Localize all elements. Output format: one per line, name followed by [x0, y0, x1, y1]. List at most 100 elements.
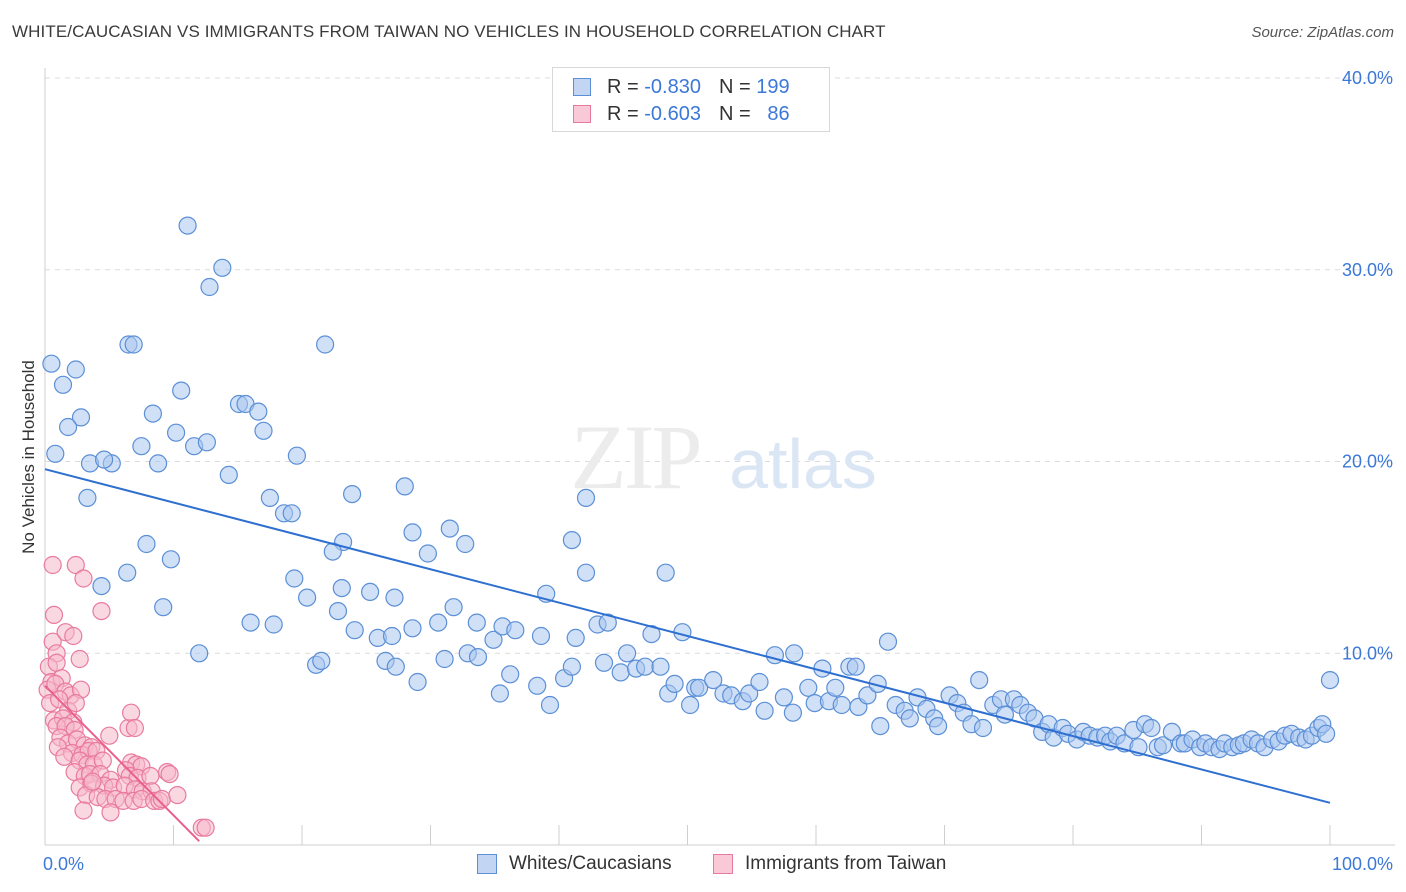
- whites-point: [1142, 718, 1161, 738]
- whites-point: [172, 381, 191, 400]
- tick-labels: 10.0% 20.0% 30.0% 40.0% 0.0% 100.0%: [43, 68, 1393, 874]
- whites-point: [900, 709, 919, 728]
- whites-point: [665, 674, 684, 694]
- whites-point: [594, 653, 614, 672]
- whites-point: [149, 454, 168, 473]
- taiwan-point: [44, 605, 64, 625]
- whites-point: [444, 598, 463, 617]
- whites-point: [124, 335, 143, 354]
- taiwan-point: [70, 649, 89, 669]
- whites-point: [440, 519, 459, 538]
- whites-point: [490, 684, 509, 703]
- whites-point: [656, 563, 675, 582]
- taiwan-point: [122, 703, 141, 722]
- whites-point: [642, 624, 661, 644]
- whites-point: [635, 657, 655, 676]
- taiwan-point: [141, 766, 160, 786]
- legend-r-value: -0.830: [644, 75, 701, 98]
- y-tick-label: 40.0%: [1342, 68, 1393, 88]
- x-tick-label: 0.0%: [43, 854, 84, 874]
- watermark-zip: ZIP: [571, 406, 700, 508]
- whites-point: [395, 477, 414, 496]
- gridlines: [45, 77, 1395, 654]
- whites-point: [298, 588, 317, 607]
- legend-swatch-blue: [477, 854, 497, 874]
- whites-point: [435, 649, 454, 669]
- whites-point: [408, 672, 427, 692]
- whites-point: [249, 402, 268, 421]
- whites-point: [282, 504, 301, 523]
- whites-point: [970, 670, 989, 690]
- legend-row-whites: R = -0.830 N = 199: [573, 75, 790, 99]
- whites-point: [161, 550, 180, 569]
- watermark-atlas: atlas: [729, 425, 877, 503]
- taiwan-point: [43, 555, 62, 575]
- whites-point: [219, 465, 238, 484]
- taiwan-point: [64, 626, 83, 646]
- whites-point: [576, 563, 596, 582]
- whites-point: [53, 375, 73, 394]
- y-tick-label: 20.0%: [1342, 452, 1393, 472]
- whites-point: [254, 421, 273, 440]
- whites-point: [332, 578, 351, 598]
- whites-point: [531, 626, 551, 646]
- taiwan-point: [168, 785, 187, 805]
- whites-point: [343, 485, 362, 504]
- correlation-legend: R = -0.830 N = 199 R = -0.603 N = 86: [552, 67, 830, 132]
- whites-point: [562, 530, 582, 550]
- whites-point: [467, 613, 486, 632]
- whites-point: [858, 686, 877, 705]
- whites-point: [143, 404, 162, 423]
- whites-point: [167, 423, 186, 442]
- legend-n-label: N =: [718, 75, 751, 98]
- whites-point: [118, 563, 137, 582]
- whites-point: [316, 335, 335, 354]
- taiwan-point: [74, 569, 93, 588]
- series-taiwan-points: [38, 555, 215, 837]
- whites-point: [178, 216, 197, 235]
- whites-point: [501, 665, 520, 684]
- whites-point: [66, 360, 85, 379]
- whites-point: [704, 670, 723, 690]
- whites-point: [871, 716, 890, 736]
- whites-point: [46, 444, 65, 463]
- y-tick-label: 10.0%: [1342, 643, 1393, 663]
- whites-point: [799, 678, 818, 697]
- legend-item-whites: Whites/Caucasians: [477, 851, 672, 877]
- whites-point: [1153, 736, 1173, 755]
- whites-point: [468, 647, 488, 667]
- taiwan-point: [83, 772, 102, 791]
- whites-point: [345, 621, 364, 640]
- whites-point: [71, 408, 91, 427]
- taiwan-point: [55, 747, 74, 766]
- whites-point: [260, 488, 279, 507]
- whites-point: [506, 621, 525, 640]
- whites-point: [385, 588, 404, 607]
- whites-point: [154, 598, 173, 617]
- whites-point: [197, 433, 216, 452]
- whites-point: [264, 615, 283, 634]
- legend-r-label: R =: [607, 75, 639, 98]
- source-label: Source: ZipAtlas.com: [1251, 24, 1394, 41]
- chart-title: WHITE/CAUCASIAN VS IMMIGRANTS FROM TAIWA…: [12, 22, 886, 41]
- legend-swatch-pink: [713, 854, 733, 874]
- whites-point: [651, 657, 670, 676]
- whites-point: [617, 644, 637, 663]
- series-whites-points: [42, 216, 1340, 759]
- taiwan-point: [47, 653, 66, 672]
- whites-point: [312, 651, 331, 671]
- whites-point: [878, 632, 898, 651]
- y-axis-label: No Vehicles in Household: [19, 360, 38, 554]
- legend-swatch-pink: [573, 105, 591, 123]
- whites-point: [1316, 724, 1336, 743]
- whites-point: [484, 630, 503, 649]
- whites-point: [562, 657, 582, 676]
- taiwan-point: [74, 801, 93, 820]
- whites-point: [403, 619, 422, 638]
- whites-point: [755, 701, 774, 720]
- whites-point: [403, 523, 422, 542]
- taiwan-point: [160, 764, 179, 784]
- whites-point: [973, 718, 993, 738]
- whites-point: [750, 672, 769, 692]
